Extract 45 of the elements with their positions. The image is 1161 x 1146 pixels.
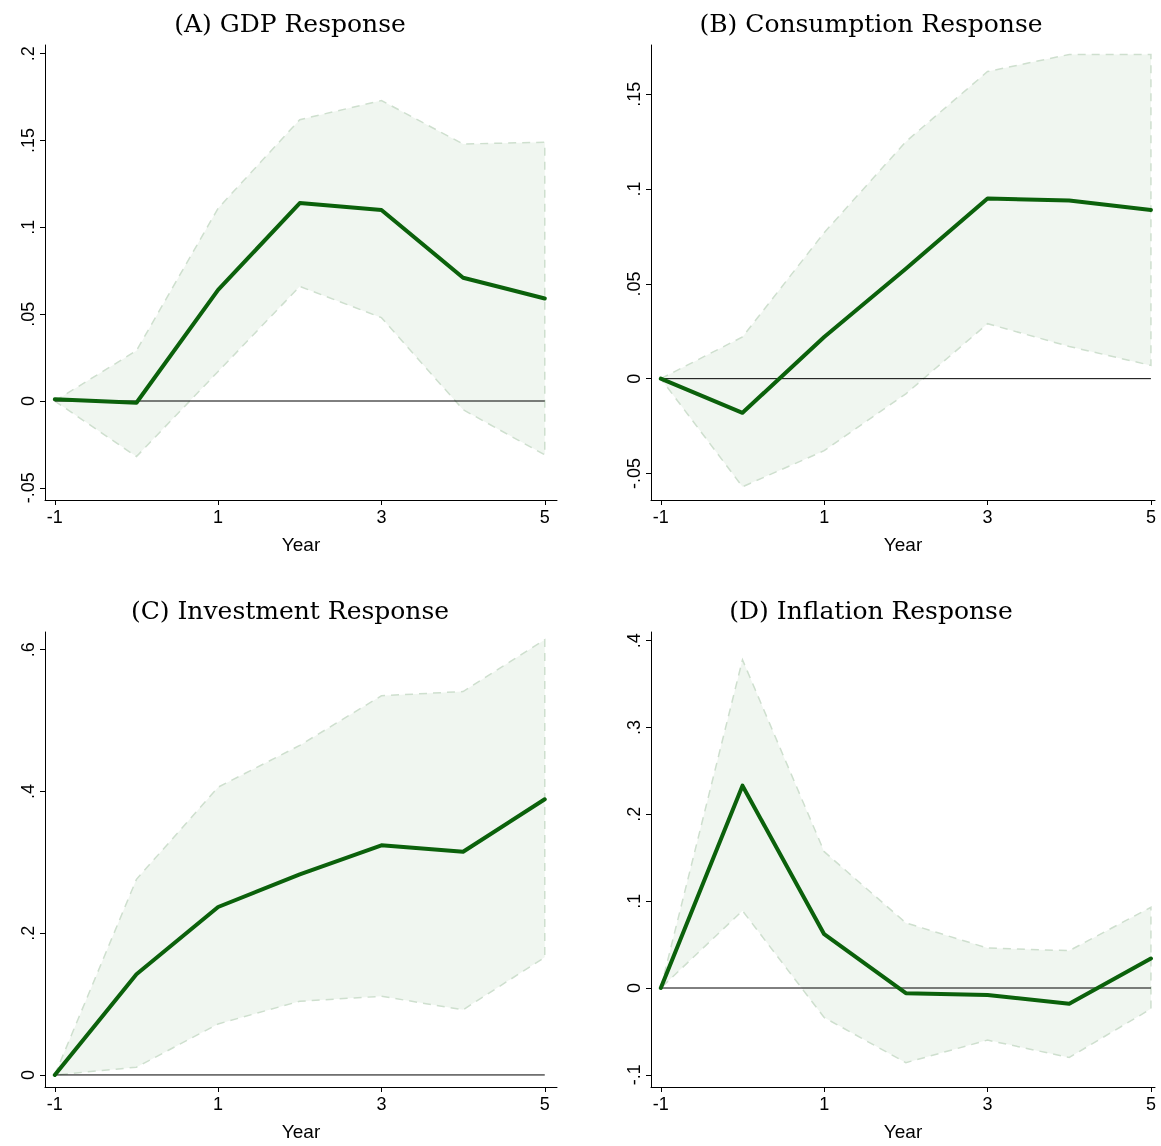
y-tick-label: .2	[18, 925, 38, 941]
y-tick-label: -.05	[624, 457, 644, 489]
y-tick-label: 0	[624, 983, 644, 994]
y-tick-label: .1	[18, 219, 38, 235]
x-axis-title: Year	[883, 1121, 923, 1142]
x-tick-label: -1	[46, 507, 63, 527]
chart-title: (B) Consumption Response	[699, 9, 1043, 38]
y-tick-label: .2	[18, 46, 38, 62]
y-tick-label: .15	[18, 128, 38, 154]
x-tick-label: -1	[46, 1094, 63, 1114]
chart-title: (D) Inflation Response	[729, 596, 1013, 625]
x-axis-title: Year	[281, 534, 321, 555]
x-tick-label: 3	[982, 1094, 993, 1114]
x-tick-label: 5	[1145, 1094, 1156, 1114]
y-tick-label: 0	[18, 1069, 38, 1080]
y-tick-label: .1	[624, 893, 644, 909]
y-tick-label: .15	[624, 81, 644, 107]
y-tick-label: .3	[624, 720, 644, 736]
x-tick-label: 5	[539, 1094, 550, 1114]
y-tick-label: .6	[18, 642, 38, 658]
x-tick-label: 1	[819, 507, 830, 527]
chart-title: (C) Investment Response	[130, 596, 450, 625]
x-tick-label: 5	[1145, 507, 1156, 527]
chart-title: (A) GDP Response	[174, 9, 406, 38]
x-tick-label: -1	[652, 507, 669, 527]
y-tick-label: 0	[18, 396, 38, 407]
y-tick-label: .4	[624, 633, 644, 649]
y-tick-label: .05	[18, 301, 38, 327]
x-axis-title: Year	[281, 1121, 321, 1142]
y-tick-label: .4	[18, 783, 38, 799]
x-tick-label: 5	[539, 507, 550, 527]
y-tick-label: .05	[624, 271, 644, 297]
x-tick-label: -1	[652, 1094, 669, 1114]
x-tick-label: 1	[213, 507, 224, 527]
x-axis-title: Year	[883, 534, 923, 555]
x-tick-label: 1	[819, 1094, 830, 1114]
y-tick-label: -.05	[18, 472, 38, 504]
y-tick-label: .1	[624, 181, 644, 197]
y-tick-label: .2	[624, 806, 644, 822]
y-tick-label: -.1	[624, 1064, 644, 1086]
x-tick-label: 3	[376, 507, 387, 527]
y-tick-label: 0	[624, 373, 644, 384]
x-tick-label: 3	[376, 1094, 387, 1114]
x-tick-label: 3	[982, 507, 993, 527]
x-tick-label: 1	[213, 1094, 224, 1114]
